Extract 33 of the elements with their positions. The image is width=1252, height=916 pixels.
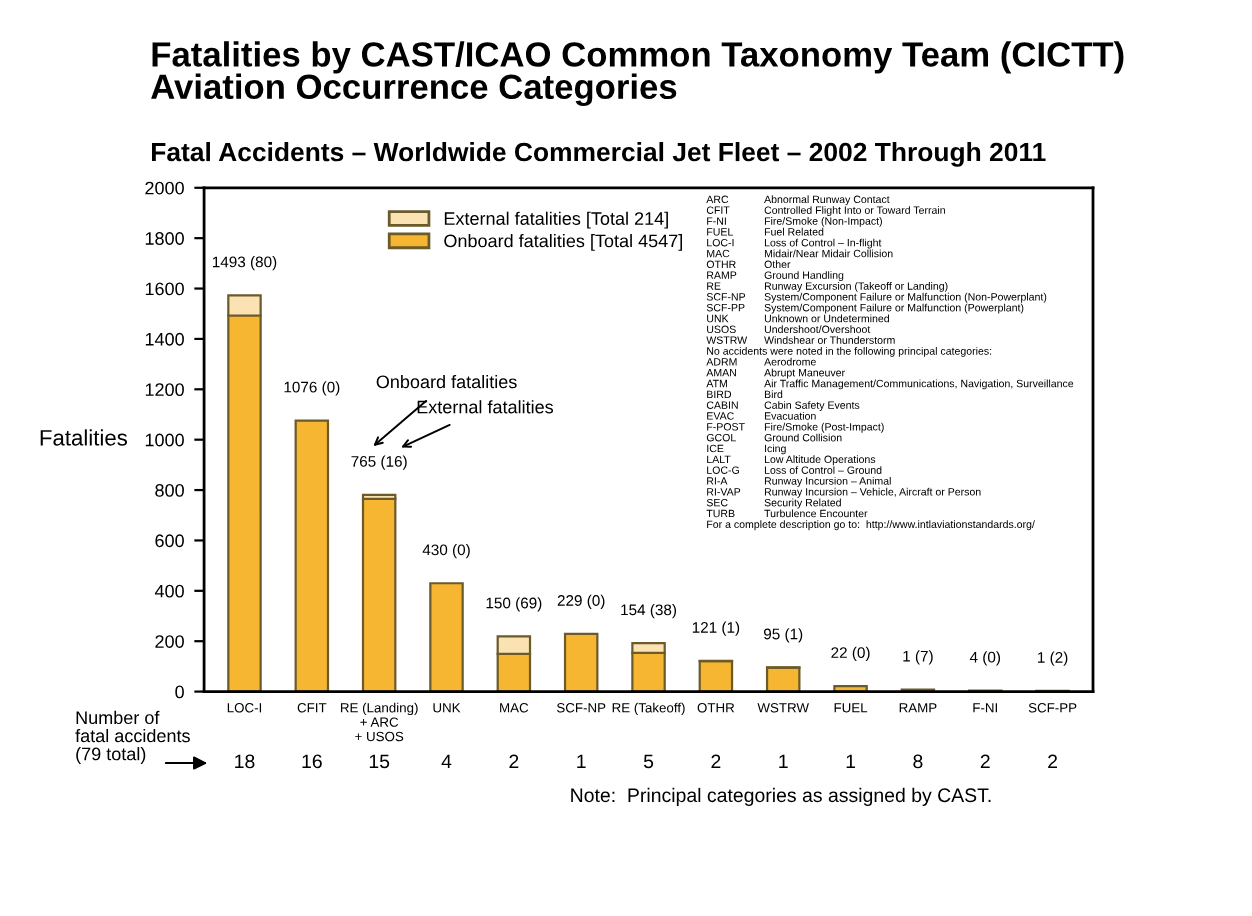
y-tick-label: 800 <box>155 483 184 497</box>
text: 18 <box>235 754 255 769</box>
text: 2 <box>980 754 990 769</box>
text: 5 <box>643 754 654 769</box>
y-tick-label: 1800 <box>145 232 184 245</box>
text: 1 <box>779 754 788 769</box>
text: 15 <box>369 754 390 769</box>
annotation: External fatalities <box>417 400 554 414</box>
text: 8 <box>913 754 923 769</box>
y-tick-label: 400 <box>154 584 184 598</box>
text: 2 <box>509 754 519 769</box>
legend-label: Onboard fatalities [Total 4547] <box>444 234 682 251</box>
y-tick-label: 1400 <box>145 332 184 346</box>
text: 1 <box>846 754 856 769</box>
text: 2 <box>1048 754 1058 769</box>
y-axis-title: Fatalities <box>40 429 128 446</box>
text: Number of fatal accidents (79 total) <box>75 710 190 764</box>
y-tick-label: 1600 <box>145 282 184 296</box>
text: 1 <box>577 754 586 769</box>
annotation: Onboard fatalities <box>376 374 517 389</box>
chart-subtitle: Fatal Accidents – Worldwide Commercial Jet Fleet – 2002 Through 2011 <box>152 141 1046 167</box>
y-tick-label: 600 <box>155 534 184 548</box>
y-tick-label: 1000 <box>145 433 184 447</box>
text: Note: Principal categories as assigned by CAST. <box>571 787 991 806</box>
y-tick-label: 1200 <box>145 383 184 397</box>
y-tick-label: 0 <box>175 685 184 699</box>
text: 16 <box>302 754 322 769</box>
text: 2 <box>711 754 721 769</box>
text: 4 <box>441 754 452 769</box>
y-tick-label: 2000 <box>145 181 184 195</box>
y-tick-label: 200 <box>155 635 184 648</box>
legend-label: External fatalities [Total 214] <box>444 211 668 229</box>
chart-title: Fatalities by CAST/ICAO Common Taxonomy Team (CICTT) Aviation Occurrence Categories <box>151 41 1124 107</box>
